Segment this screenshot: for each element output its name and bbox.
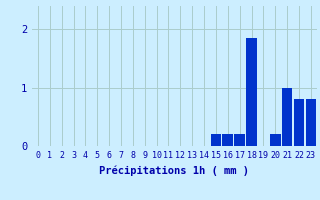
X-axis label: Précipitations 1h ( mm ): Précipitations 1h ( mm ): [100, 165, 249, 176]
Bar: [246, 38, 257, 146]
Bar: [282, 88, 292, 146]
Bar: [294, 99, 304, 146]
Bar: [211, 134, 221, 146]
Bar: [222, 134, 233, 146]
Bar: [270, 134, 281, 146]
Bar: [306, 99, 316, 146]
Bar: [234, 134, 245, 146]
